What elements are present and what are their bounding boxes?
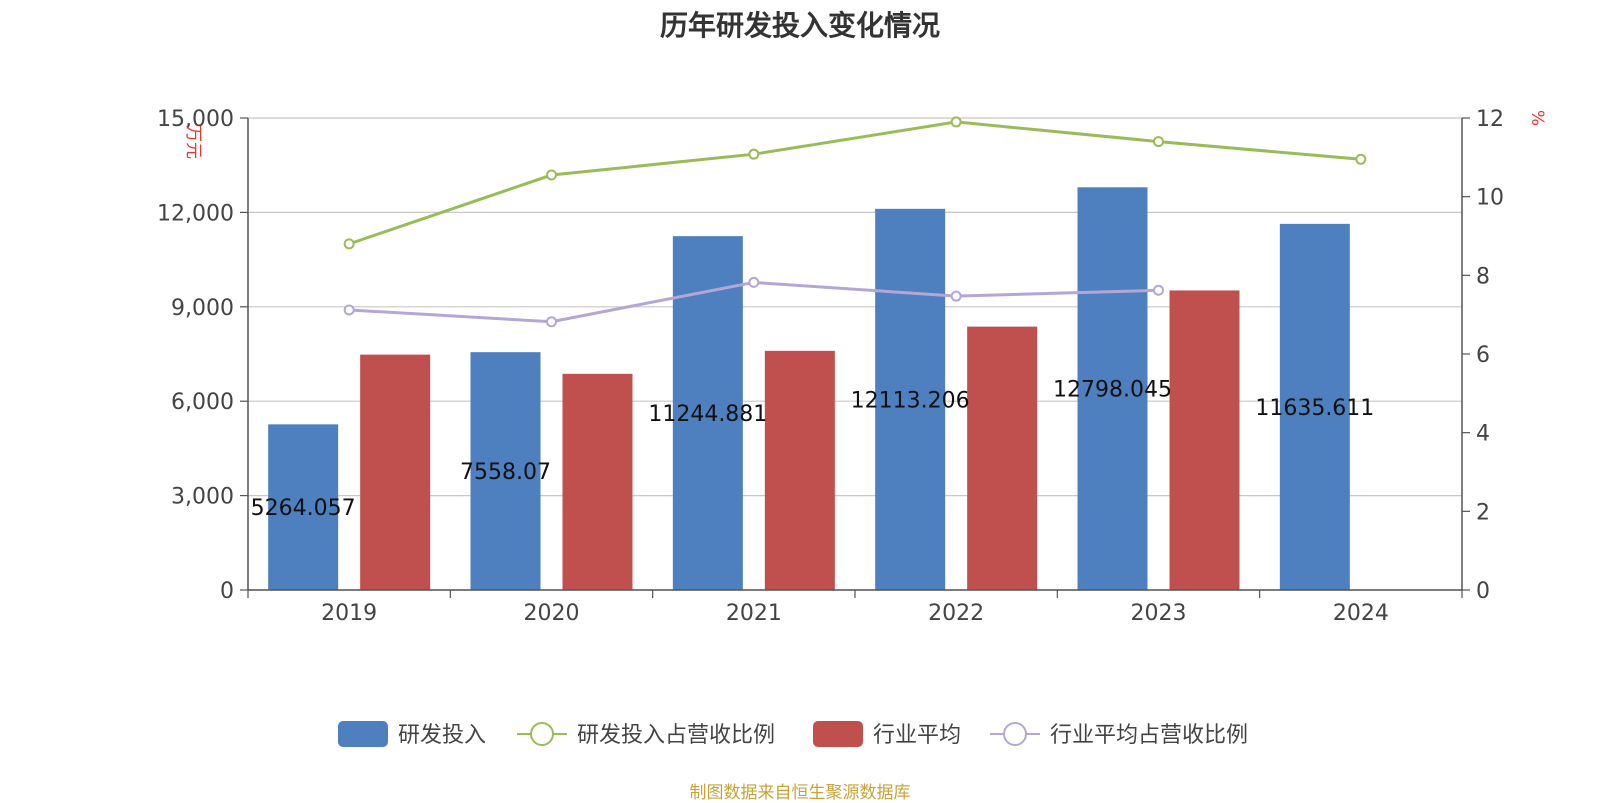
bar-data-label: 7558.07	[460, 460, 551, 485]
legend-swatch-marker	[530, 722, 554, 746]
series-line	[348, 120, 1361, 246]
bar-data-label: 11244.881	[648, 402, 767, 427]
line-point	[546, 169, 557, 181]
y-right-tick-label: 4	[1476, 422, 1490, 447]
data-labels: 5264.057 7558.07 11244.881 12113.206 12798.0…	[251, 378, 1375, 522]
bar	[268, 424, 339, 590]
y-left-tick-label: 6,000	[171, 390, 234, 415]
legend-label: 行业平均占营收比例	[1050, 723, 1248, 748]
y-right-unit-label: %	[1527, 110, 1547, 126]
y-left-tick-label: 12,000	[157, 201, 234, 226]
line-point	[343, 238, 355, 250]
y-right-tick-label: 2	[1476, 500, 1490, 525]
x-tick-label: 2019	[321, 601, 377, 626]
bar	[470, 352, 541, 590]
y-left-unit-label: 万元	[183, 125, 203, 159]
legend-label: 研发投入	[398, 723, 486, 748]
bars	[268, 187, 1350, 591]
x-tick-label: 2022	[928, 601, 984, 626]
line-point	[1153, 136, 1164, 148]
line-point	[950, 290, 962, 302]
legend-label: 研发投入占营收比例	[577, 723, 775, 748]
legend-label: 行业平均	[873, 723, 961, 748]
y-left-tick-label: 3,000	[171, 485, 234, 510]
bar	[562, 373, 633, 590]
bar-data-label: 12798.045	[1053, 378, 1172, 403]
x-tick-label: 2024	[1333, 601, 1389, 626]
lines	[343, 116, 1367, 328]
bar	[1169, 290, 1240, 590]
line-point	[546, 316, 557, 328]
line-point	[1355, 153, 1367, 165]
x-tick-label: 2023	[1131, 601, 1187, 626]
line-point	[343, 304, 355, 316]
bar	[875, 208, 946, 591]
y-right-tick-label: 12	[1476, 107, 1504, 132]
y-left-tick-label: 0	[220, 579, 234, 604]
legend: 研发投入 研发投入占营收比例 行业平均 行业平均占营收比例	[338, 721, 1248, 748]
bar-data-label: 11635.611	[1255, 396, 1374, 421]
y-right-tick-label: 10	[1476, 186, 1504, 211]
x-tick-label: 2020	[524, 601, 580, 626]
legend-swatch-bar	[338, 721, 388, 747]
bar-data-label: 5264.057	[251, 496, 356, 521]
y-right-tick-label: 8	[1476, 264, 1490, 289]
line-point	[950, 116, 962, 128]
y-left-tick-label: 15,000	[157, 107, 234, 132]
y-right-tick-label: 6	[1476, 343, 1490, 368]
chart-title: 历年研发投入变化情况	[659, 9, 940, 42]
bar	[1279, 223, 1350, 591]
bar	[764, 350, 835, 590]
axes: 0 3,000 6,000 9,000 12,000 15,000 0 2 4 6 8 10 12 万元%…	[157, 107, 1547, 626]
bar	[1077, 187, 1148, 590]
y-right-tick-label: 0	[1476, 579, 1490, 604]
line-point	[748, 276, 760, 288]
line-point	[748, 148, 760, 160]
bar	[967, 326, 1038, 590]
y-left-tick-label: 9,000	[171, 296, 234, 321]
line-point	[1153, 284, 1164, 296]
source-note: 制图数据来自恒生聚源数据库	[689, 783, 911, 803]
bar-data-label: 12113.206	[851, 388, 970, 413]
series-line	[349, 280, 1159, 324]
bar	[360, 354, 431, 590]
legend-swatch-marker	[1003, 722, 1027, 746]
legend-swatch-bar	[813, 721, 863, 747]
x-tick-label: 2021	[726, 601, 782, 626]
